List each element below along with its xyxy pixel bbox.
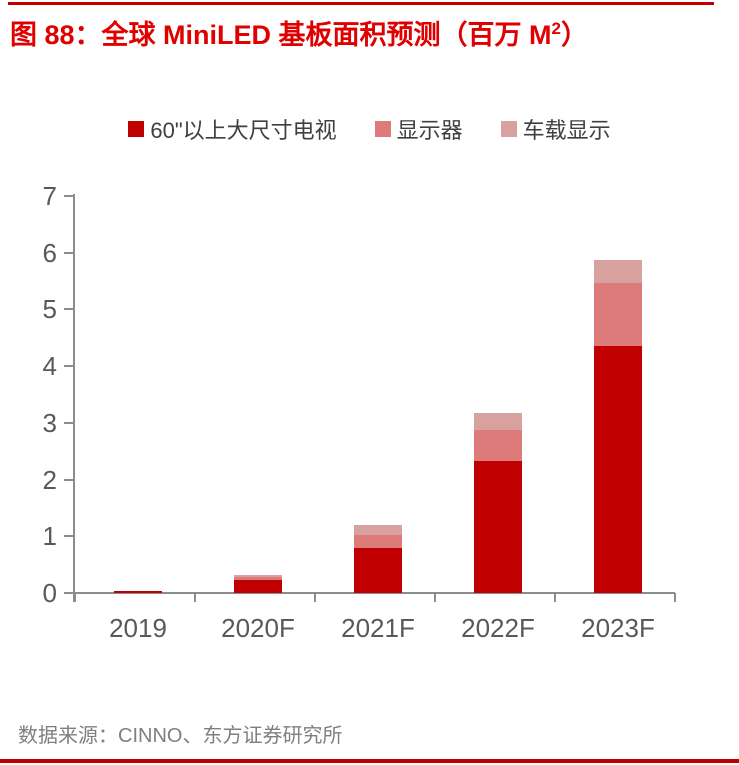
figure-title-superscript: 2 bbox=[551, 19, 561, 38]
y-axis-label: 0 bbox=[42, 578, 57, 608]
bar-segment-2021F-series1 bbox=[354, 534, 402, 548]
legend-item-1: 显示器 bbox=[374, 113, 463, 145]
x-axis-label-2021F: 2021F bbox=[341, 613, 415, 643]
figure-title-text: 图 88：全球 MiniLED 基板面积预测（百万 M bbox=[10, 20, 552, 50]
figure-title-suffix: ） bbox=[560, 20, 588, 50]
x-axis-label-2019: 2019 bbox=[109, 613, 167, 643]
y-axis-label: 1 bbox=[42, 521, 57, 552]
top-divider bbox=[8, 2, 714, 5]
legend-swatch-icon bbox=[128, 121, 145, 137]
x-axis-tick bbox=[434, 593, 436, 602]
bar-segment-2020F-series1 bbox=[234, 576, 282, 580]
bar-segment-2020F-series2 bbox=[234, 575, 282, 577]
x-axis-line bbox=[64, 592, 675, 594]
x-axis-tick bbox=[314, 593, 316, 602]
x-axis-label-2023F: 2023F bbox=[581, 613, 655, 643]
bar-segment-2022F-series0 bbox=[474, 461, 522, 593]
legend-item-2: 车载显示 bbox=[500, 113, 611, 145]
bottom-divider bbox=[0, 759, 739, 763]
bar-segment-2023F-series0 bbox=[594, 345, 642, 593]
y-axis-label: 5 bbox=[42, 294, 57, 325]
bar-segment-2023F-series1 bbox=[594, 283, 642, 346]
legend-label: 60"以上大尺寸电视 bbox=[150, 118, 337, 143]
data-source-note: 数据来源：CINNO、东方证券研究所 bbox=[18, 725, 343, 747]
y-axis-tick bbox=[64, 251, 75, 254]
figure-title: 图 88：全球 MiniLED 基板面积预测（百万 M2） bbox=[10, 13, 588, 52]
bar-segment-2020F-series0 bbox=[234, 579, 282, 593]
y-axis-tick bbox=[64, 308, 75, 311]
legend-item-0: 60"以上大尺寸电视 bbox=[128, 113, 337, 145]
y-axis-label: 2 bbox=[42, 464, 57, 495]
y-axis-tick bbox=[64, 421, 75, 424]
x-axis-tick bbox=[74, 593, 76, 602]
x-axis-tick bbox=[674, 593, 676, 602]
x-axis-tick bbox=[554, 593, 556, 602]
bar-segment-2022F-series1 bbox=[474, 430, 522, 462]
y-axis-label: 3 bbox=[42, 407, 57, 438]
y-axis-label: 4 bbox=[42, 351, 57, 382]
y-axis-tick bbox=[64, 535, 75, 538]
y-axis-tick bbox=[64, 195, 75, 197]
bar-segment-2021F-series2 bbox=[354, 524, 402, 535]
y-axis-label: 6 bbox=[42, 237, 57, 268]
bar-segment-2021F-series0 bbox=[354, 547, 402, 593]
legend-swatch-icon bbox=[374, 121, 391, 137]
bar-segment-2019-series0 bbox=[114, 590, 162, 593]
x-axis-tick bbox=[194, 593, 196, 602]
x-axis-label-2022F: 2022F bbox=[461, 613, 535, 643]
legend-label: 显示器 bbox=[396, 118, 463, 143]
y-axis-label: 7 bbox=[42, 181, 57, 211]
chart-legend: 60"以上大尺寸电视 显示器 车载显示 bbox=[0, 113, 739, 145]
bar-segment-2022F-series2 bbox=[474, 413, 522, 431]
y-axis-line bbox=[73, 194, 75, 602]
x-axis-label-2020F: 2020F bbox=[221, 613, 295, 643]
y-axis-tick bbox=[64, 365, 75, 368]
legend-label: 车载显示 bbox=[522, 118, 611, 143]
bar-segment-2023F-series2 bbox=[594, 259, 642, 284]
y-axis-tick bbox=[64, 478, 75, 481]
legend-swatch-icon bbox=[500, 121, 517, 137]
